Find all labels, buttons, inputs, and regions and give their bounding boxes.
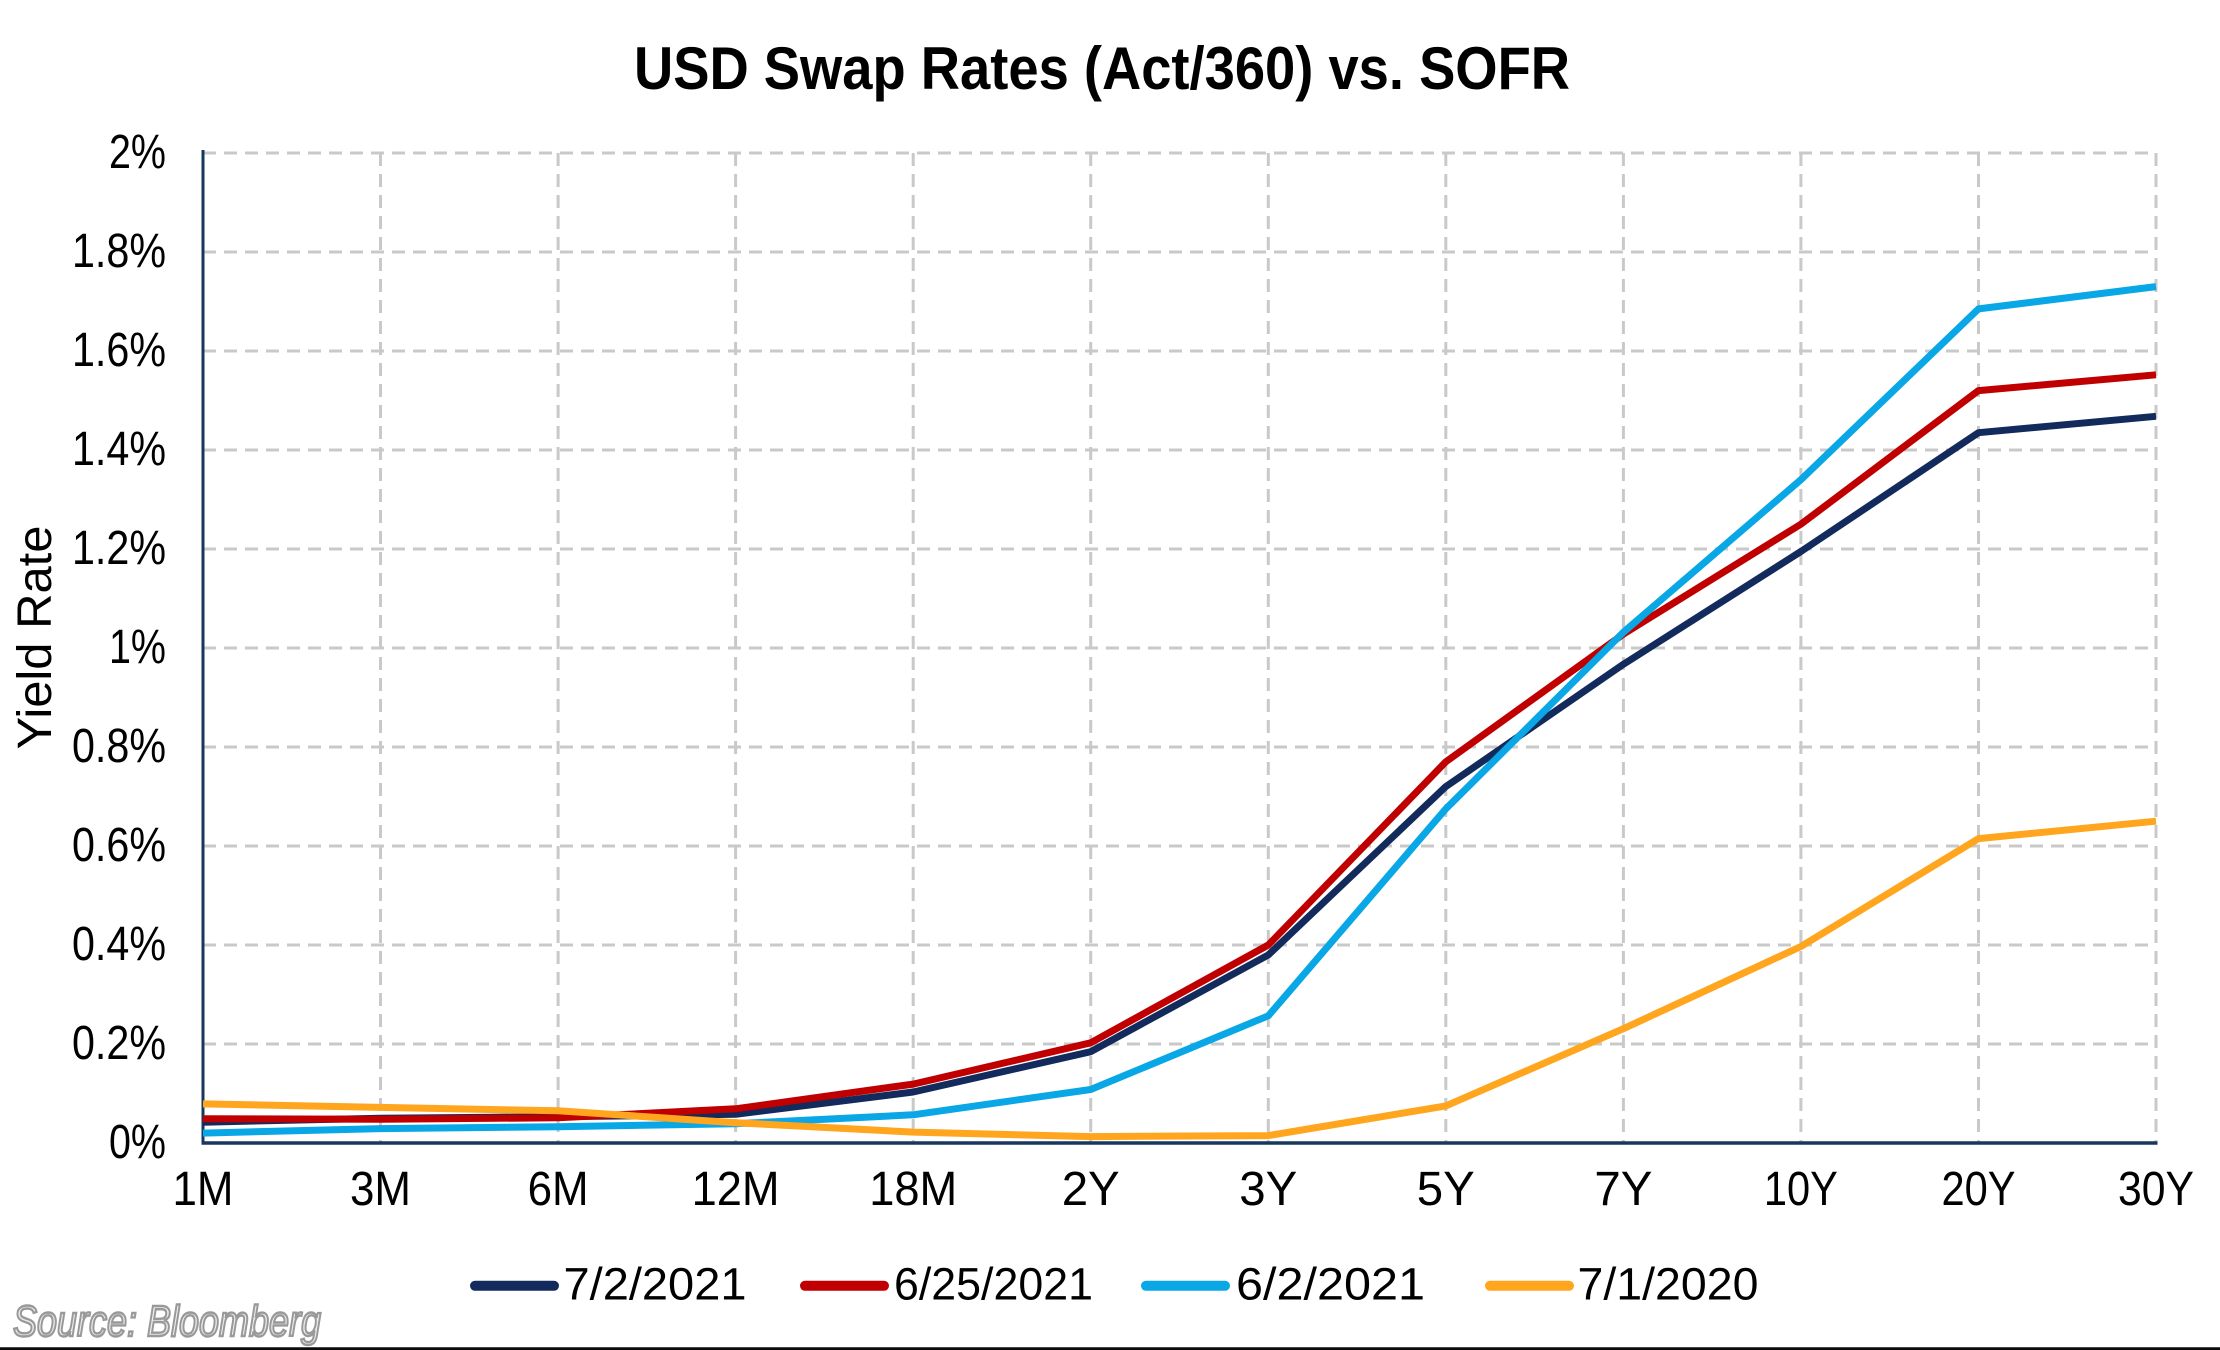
svg-text:0.2%: 0.2% (72, 1017, 166, 1070)
svg-text:1.2%: 1.2% (72, 522, 166, 575)
svg-text:2Y: 2Y (1062, 1163, 1120, 1216)
svg-text:0%: 0% (109, 1116, 166, 1169)
svg-text:20Y: 20Y (1942, 1163, 2016, 1216)
svg-text:1.8%: 1.8% (72, 225, 166, 278)
svg-text:7/1/2020: 7/1/2020 (1578, 1259, 1759, 1310)
svg-text:2%: 2% (109, 126, 166, 179)
svg-text:7Y: 7Y (1594, 1163, 1652, 1216)
svg-text:1M: 1M (173, 1163, 234, 1216)
svg-text:Yield Rate: Yield Rate (9, 526, 62, 750)
svg-text:USD Swap Rates (Act/360) vs. S: USD Swap Rates (Act/360) vs. SOFR (634, 35, 1570, 102)
svg-text:30Y: 30Y (2118, 1163, 2194, 1216)
svg-text:0.6%: 0.6% (72, 819, 166, 872)
svg-text:6/25/2021: 6/25/2021 (894, 1259, 1093, 1310)
svg-text:0.8%: 0.8% (72, 720, 166, 773)
svg-text:6M: 6M (528, 1163, 589, 1216)
svg-text:6/2/2021: 6/2/2021 (1236, 1259, 1425, 1310)
svg-text:5Y: 5Y (1417, 1163, 1475, 1216)
svg-text:1%: 1% (109, 621, 166, 674)
svg-text:18M: 18M (869, 1163, 957, 1216)
svg-text:12M: 12M (692, 1163, 780, 1216)
svg-text:3M: 3M (350, 1163, 411, 1216)
svg-text:Source: Bloomberg: Source: Bloomberg (13, 1297, 321, 1346)
svg-text:0.4%: 0.4% (72, 918, 166, 971)
svg-text:3Y: 3Y (1239, 1163, 1297, 1216)
svg-text:1.4%: 1.4% (72, 423, 166, 476)
svg-text:1.6%: 1.6% (72, 324, 166, 377)
svg-text:10Y: 10Y (1764, 1163, 1838, 1216)
svg-text:7/2/2021: 7/2/2021 (564, 1259, 747, 1310)
